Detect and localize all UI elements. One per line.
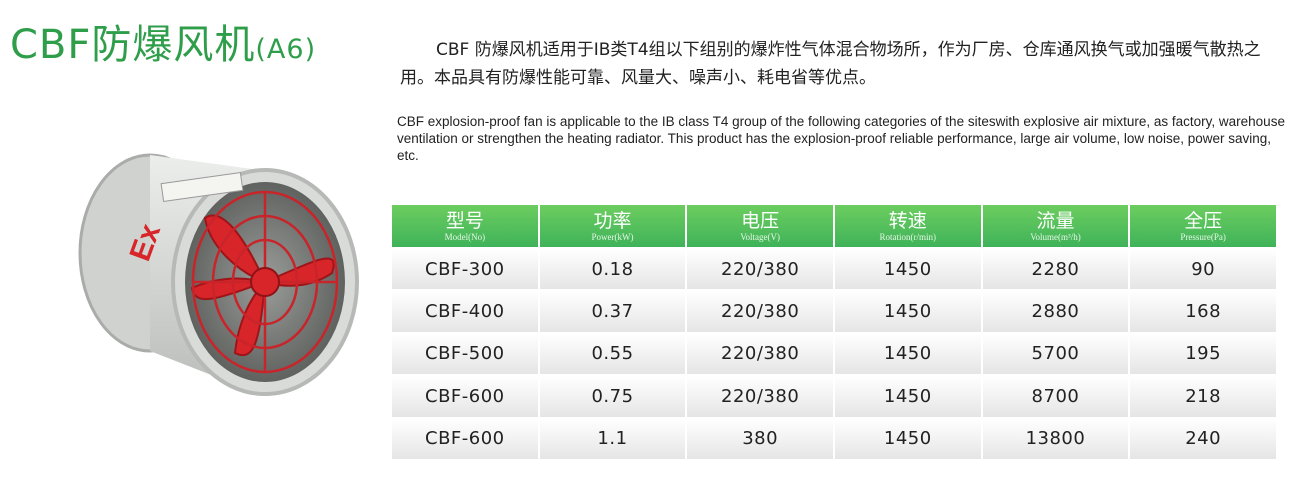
cell-pressure: 240 <box>1130 418 1276 459</box>
cell-volume: 2880 <box>982 291 1129 332</box>
cell-volume: 8700 <box>982 376 1129 417</box>
cell-rotation: 1450 <box>834 249 981 290</box>
cell-power: 0.55 <box>539 333 686 375</box>
header-voltage: 电压 Voltage(V) <box>687 205 833 247</box>
cell-volume: 13800 <box>982 418 1129 459</box>
fan-guard <box>191 190 339 374</box>
header-rotation: 转速 Rotation(r/min) <box>834 205 981 247</box>
header-zh-label: 转速 <box>888 209 927 232</box>
table-header-row: 型号 Model(No) 功率 Power(kW) 电压 Voltage(V) 转速 Rota… <box>392 205 1276 247</box>
cell-voltage: 220/380 <box>687 291 833 332</box>
cell-model: CBF-300 <box>392 249 538 290</box>
cell-voltage: 380 <box>687 418 833 459</box>
cell-power: 0.37 <box>539 291 686 332</box>
page-title: CBF防爆风机(A6) <box>10 12 316 70</box>
cell-rotation: 1450 <box>834 291 981 332</box>
cell-model: CBF-400 <box>392 291 538 332</box>
cell-rotation: 1450 <box>834 418 981 459</box>
cell-model: CBF-500 <box>392 333 538 375</box>
header-pressure: 全压 Pressure(Pa) <box>1130 205 1276 247</box>
header-en-label: Voltage(V) <box>740 231 781 242</box>
table-row: CBF-500 0.55 220/380 1450 5700 195 <box>392 333 1276 375</box>
cell-power: 1.1 <box>539 418 686 459</box>
table-row: CBF-600 1.1 380 1450 13800 240 <box>392 418 1276 459</box>
title-suffix: (A6) <box>255 34 317 65</box>
cell-voltage: 220/380 <box>687 376 833 417</box>
header-volume: 流量 Volume(m³/h) <box>982 205 1129 247</box>
cell-volume: 2280 <box>982 249 1129 290</box>
fan-hub <box>250 267 280 297</box>
header-zh-label: 型号 <box>445 209 484 232</box>
cell-pressure: 218 <box>1130 376 1276 417</box>
header-en-label: Rotation(r/min) <box>879 231 937 242</box>
title-main: CBF防爆风机 <box>10 22 256 68</box>
cell-volume: 5700 <box>982 333 1129 375</box>
cell-power: 0.75 <box>539 376 686 417</box>
cell-power: 0.18 <box>539 249 686 290</box>
cell-model: CBF-600 <box>392 418 538 459</box>
header-en-label: Pressure(Pa) <box>1180 231 1226 242</box>
specification-table: 型号 Model(No) 功率 Power(kW) 电压 Voltage(V) 转速 Rota… <box>390 203 1278 461</box>
cell-model: CBF-600 <box>392 376 538 417</box>
fan-product-image: Ex <box>78 153 359 396</box>
table-row: CBF-300 0.18 220/380 1450 2280 90 <box>392 249 1276 290</box>
table-row: CBF-600 0.75 220/380 1450 8700 218 <box>392 376 1276 417</box>
english-description: CBF explosion-proof fan is applicable to… <box>397 114 1285 163</box>
header-zh-label: 功率 <box>593 209 632 232</box>
chinese-description: CBF 防爆风机适用于IB类T4组以下组别的爆炸性气体混合物场所，作为厂房、仓库… <box>400 40 1261 88</box>
header-zh-label: 全压 <box>1184 209 1223 232</box>
header-en-label: Volume(m³/h) <box>1030 231 1081 242</box>
cell-voltage: 220/380 <box>687 249 833 290</box>
header-en-label: Model(No) <box>444 231 486 242</box>
cell-pressure: 168 <box>1130 291 1276 332</box>
table-body: CBF-300 0.18 220/380 1450 2280 90 CBF-400 0.37 2… <box>392 249 1276 459</box>
header-zh-label: 电压 <box>741 209 780 232</box>
cell-pressure: 90 <box>1130 249 1276 290</box>
header-zh-label: 流量 <box>1036 209 1075 232</box>
header-power: 功率 Power(kW) <box>539 205 686 247</box>
cell-voltage: 220/380 <box>687 333 833 375</box>
header-model: 型号 Model(No) <box>392 205 538 247</box>
cell-rotation: 1450 <box>834 333 981 375</box>
header-en-label: Power(kW) <box>591 231 634 242</box>
cell-rotation: 1450 <box>834 376 981 417</box>
cell-pressure: 195 <box>1130 333 1276 375</box>
table-row: CBF-400 0.37 220/380 1450 2880 168 <box>392 291 1276 332</box>
